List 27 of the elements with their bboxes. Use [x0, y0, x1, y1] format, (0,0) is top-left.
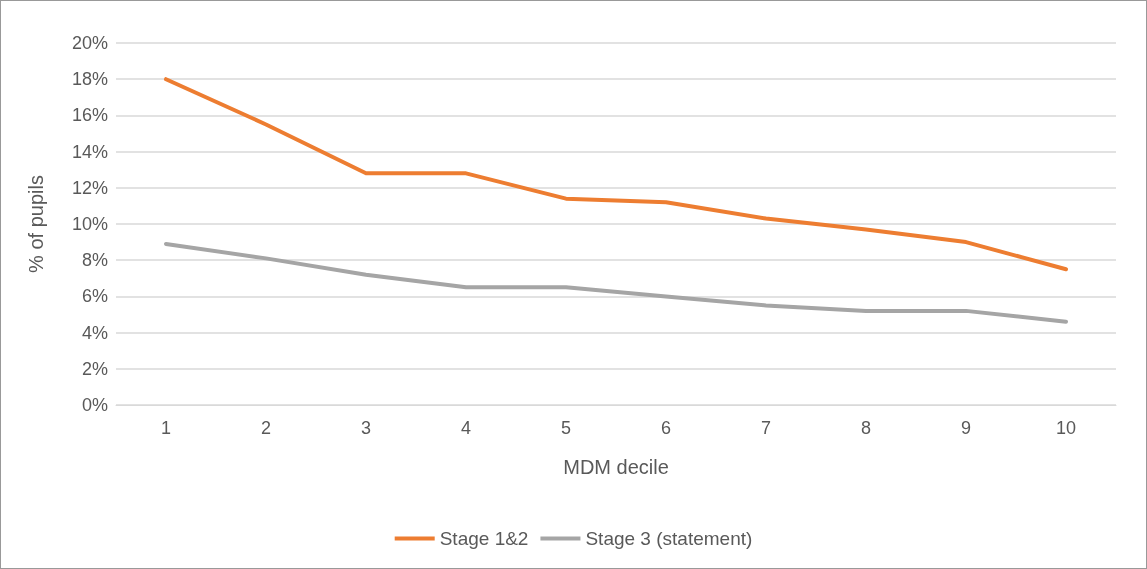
y-tick-label: 8% [81, 250, 108, 271]
x-tick-label: 4 [460, 418, 472, 438]
legend-label: Stage 3 (statement) [585, 528, 753, 549]
x-tick-label: 5 [560, 418, 572, 438]
y-tick-label: 6% [81, 286, 108, 307]
y-tick-label: 18% [71, 69, 108, 90]
line-series [164, 241, 1068, 324]
y-axis-title: % of pupils [25, 175, 47, 273]
y-tick-label: 14% [71, 141, 108, 162]
line-series [164, 77, 1068, 272]
y-tick-label: 2% [81, 358, 108, 379]
x-tick-label: 7 [760, 418, 772, 438]
x-tick-label: 10 [1055, 418, 1077, 438]
x-axis-title: MDM decile [563, 456, 669, 478]
y-tick-label: 20% [71, 33, 108, 53]
x-tick-label: 1 [160, 418, 172, 438]
y-tick-label: 0% [81, 395, 108, 415]
y-tick-label: 16% [71, 105, 108, 126]
x-tick-label: 9 [960, 418, 972, 438]
legend-label: Stage 1&2 [439, 528, 529, 549]
x-tick-label: 3 [360, 418, 372, 438]
y-tick-label: 12% [71, 177, 108, 198]
x-tick-label: 2 [260, 418, 272, 438]
y-tick-label: 4% [81, 322, 108, 343]
x-tick-label: 6 [660, 418, 672, 438]
x-tick-label: 8 [860, 418, 872, 438]
y-tick-label: 10% [71, 214, 108, 234]
